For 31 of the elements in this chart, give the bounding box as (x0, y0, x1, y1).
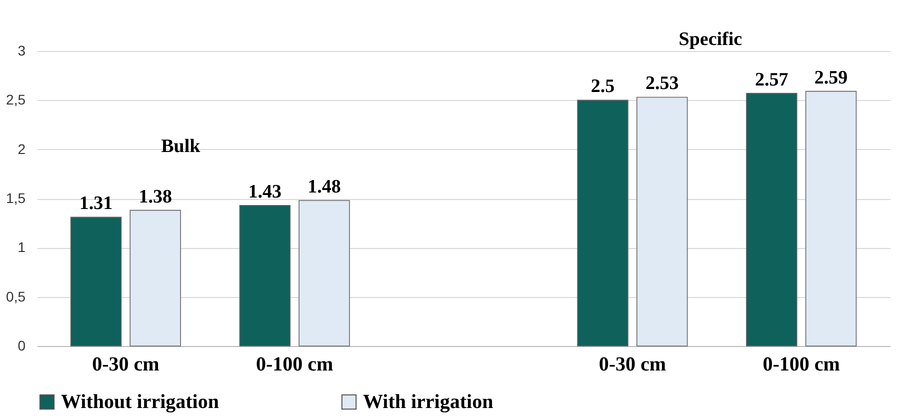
bar (70, 216, 122, 346)
data-label: 1.48 (308, 176, 341, 198)
data-label: 1.38 (138, 186, 172, 208)
y-tick-label: 1,5 (6, 190, 26, 206)
bar (239, 204, 291, 346)
data-label: 1.31 (79, 193, 113, 214)
data-label: 1.43 (248, 181, 282, 202)
bar (298, 200, 350, 346)
x-tick-label: 0-100 cm (762, 354, 840, 376)
bar (746, 92, 798, 346)
bar (805, 90, 857, 346)
legend-label: With irrigation (363, 391, 494, 413)
data-label: 2.59 (814, 67, 848, 88)
y-tick-label: 2 (18, 140, 26, 157)
bar (636, 96, 688, 346)
bar (577, 100, 628, 346)
y-tick-label: 0,5 (6, 288, 26, 304)
y-tick-label: 3 (18, 42, 26, 58)
y-tick-label: 2,5 (6, 92, 26, 108)
data-label: 2.5 (590, 76, 615, 98)
y-tick-label: 1 (18, 239, 26, 256)
x-tick-label: 0-30 cm (598, 354, 666, 376)
data-label: 2.53 (645, 73, 679, 94)
x-tick-label: 0-100 cm (256, 354, 334, 376)
data-label: 2.57 (755, 69, 789, 90)
annotation: Bulk (161, 136, 201, 157)
text: Specific (678, 29, 742, 50)
bar (130, 210, 181, 346)
y-tick-label: 0 (18, 338, 26, 354)
x-tick-label: 0-30 cm (92, 354, 160, 376)
legend-label: Without irrigation (61, 391, 219, 413)
